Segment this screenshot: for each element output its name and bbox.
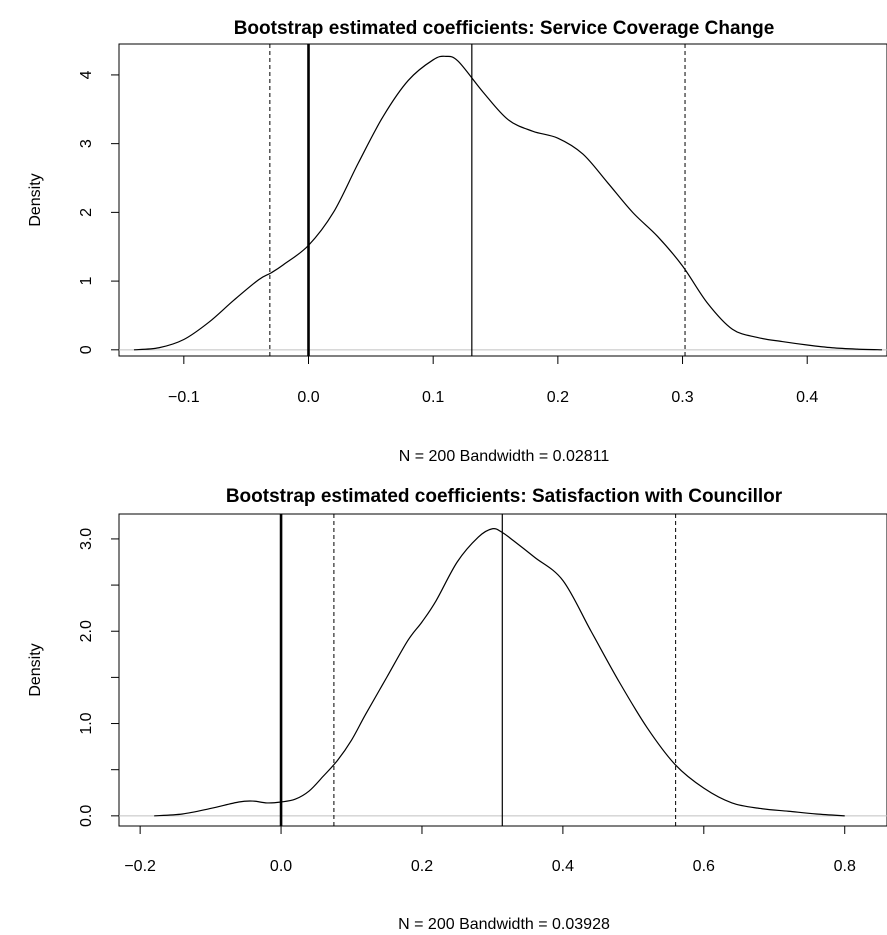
y-tick-label: 0.0 xyxy=(78,805,95,827)
density-panel-service-coverage: Bootstrap estimated coefficients: Servic… xyxy=(27,18,887,465)
x-tick-label: 0.6 xyxy=(693,858,715,875)
plot-area xyxy=(119,44,887,356)
x-tick-label: 0.0 xyxy=(297,389,319,406)
x-tick-label: 0.2 xyxy=(411,858,433,875)
chart-title: Bootstrap estimated coefficients: Satisf… xyxy=(226,486,783,507)
y-tick-label: 3 xyxy=(78,139,95,148)
x-tick-label: 0.4 xyxy=(552,858,574,875)
density-curve xyxy=(154,528,845,817)
x-axis: −0.1 0.0 0.1 0.2 0.3 0.4 xyxy=(168,355,818,406)
density-curve xyxy=(133,55,883,351)
plot-frame xyxy=(118,513,887,827)
x-axis: −0.2 0.0 0.2 0.4 0.6 0.8 xyxy=(124,825,856,875)
x-axis-label: N = 200 Bandwidth = 0.02811 xyxy=(399,448,610,465)
y-tick-label: 2 xyxy=(78,208,95,217)
plot-area xyxy=(119,514,887,826)
plot-frame xyxy=(118,43,887,357)
x-tick-label: −0.1 xyxy=(168,389,200,406)
y-tick-label: 1 xyxy=(78,277,95,286)
y-tick-label: 3.0 xyxy=(78,528,95,550)
x-tick-label: 0.1 xyxy=(422,389,444,406)
x-tick-label: 0.2 xyxy=(547,389,569,406)
x-tick-label: 0.3 xyxy=(671,389,693,406)
y-axis: 0.0 1.0 2.0 3.0 xyxy=(78,528,120,827)
x-tick-label: 0.8 xyxy=(834,858,856,875)
x-tick-label: −0.2 xyxy=(124,858,156,875)
y-axis-label: Density xyxy=(27,643,44,696)
y-axis-label: Density xyxy=(27,173,44,226)
chart-title: Bootstrap estimated coefficients: Servic… xyxy=(234,18,775,39)
x-axis-label: N = 200 Bandwidth = 0.03928 xyxy=(398,916,610,933)
y-tick-label: 0 xyxy=(78,345,95,354)
y-tick-label: 2.0 xyxy=(78,620,95,642)
x-tick-label: 0.4 xyxy=(796,389,818,406)
y-tick-label: 4 xyxy=(78,70,95,79)
y-tick-label: 1.0 xyxy=(78,712,95,734)
y-axis: 0 1 2 3 4 xyxy=(78,70,120,354)
density-panel-satisfaction: Bootstrap estimated coefficients: Satisf… xyxy=(27,486,887,933)
x-tick-label: 0.0 xyxy=(270,858,292,875)
